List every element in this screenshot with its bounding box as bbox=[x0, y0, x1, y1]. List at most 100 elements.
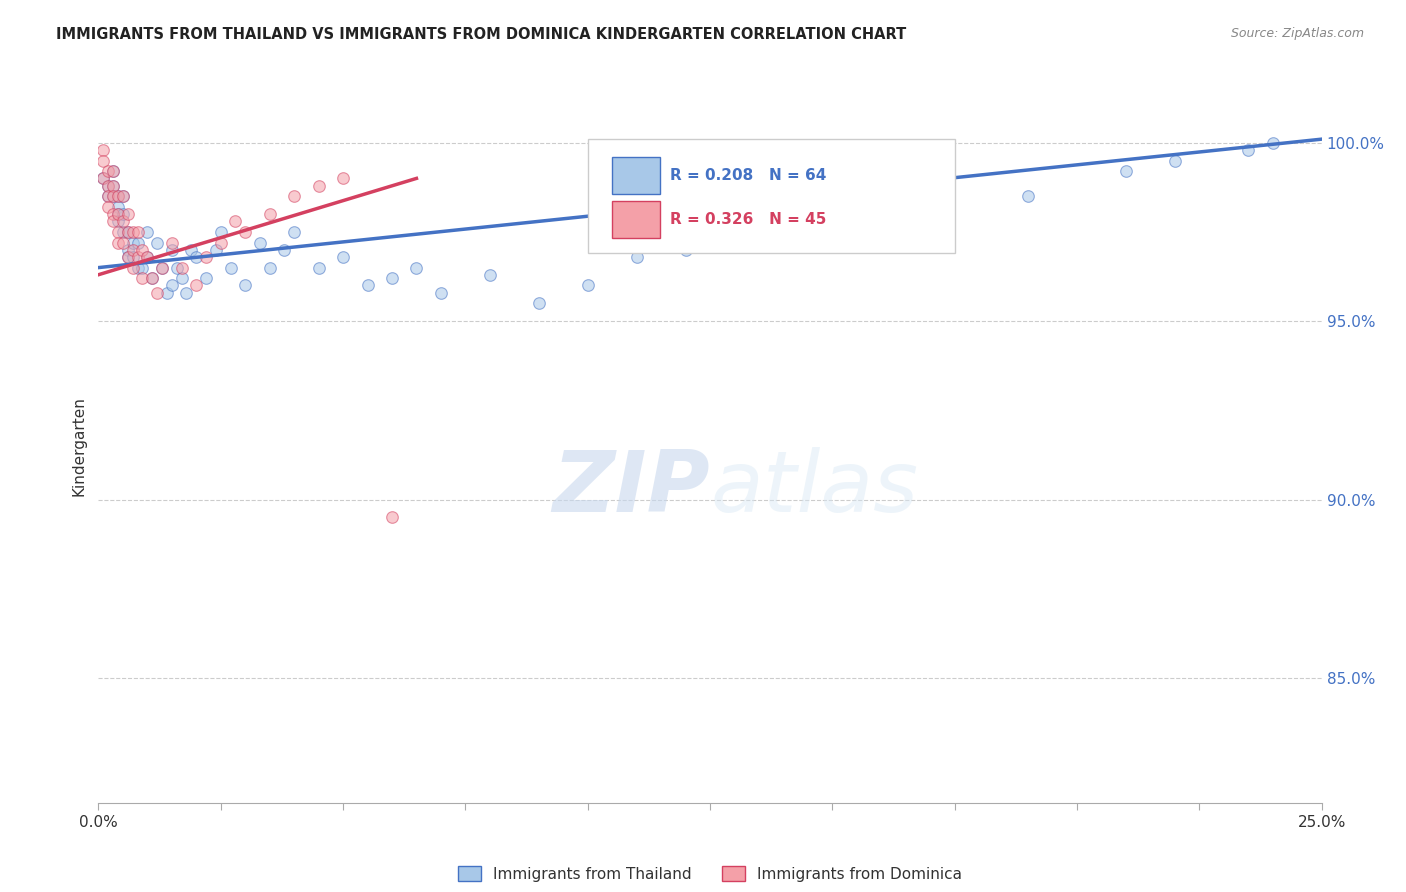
Point bbox=[870, 207, 893, 221]
Point bbox=[186, 278, 208, 293]
Point bbox=[117, 250, 139, 264]
Point bbox=[166, 260, 188, 275]
Legend: Immigrants from Thailand, Immigrants from Dominica: Immigrants from Thailand, Immigrants fro… bbox=[451, 860, 969, 888]
Point bbox=[111, 214, 134, 228]
Point bbox=[141, 271, 163, 285]
Point bbox=[131, 260, 153, 275]
Point bbox=[101, 164, 124, 178]
Point bbox=[920, 200, 942, 214]
Point bbox=[117, 225, 139, 239]
Point bbox=[97, 189, 120, 203]
Point bbox=[111, 207, 134, 221]
Text: ZIP: ZIP bbox=[553, 447, 710, 531]
Point bbox=[111, 189, 134, 203]
Point bbox=[146, 285, 169, 300]
Point bbox=[97, 178, 120, 193]
FancyBboxPatch shape bbox=[612, 202, 659, 238]
Point bbox=[107, 189, 129, 203]
Point bbox=[121, 225, 143, 239]
Point bbox=[107, 207, 129, 221]
Text: atlas: atlas bbox=[710, 447, 918, 531]
Point bbox=[576, 278, 599, 293]
Point bbox=[111, 189, 134, 203]
Point bbox=[111, 235, 134, 250]
Point bbox=[127, 250, 149, 264]
Text: Source: ZipAtlas.com: Source: ZipAtlas.com bbox=[1230, 27, 1364, 40]
Text: R = 0.326   N = 45: R = 0.326 N = 45 bbox=[669, 212, 827, 227]
Point bbox=[111, 225, 134, 239]
Point bbox=[381, 510, 404, 524]
Point bbox=[97, 178, 120, 193]
Point bbox=[405, 260, 427, 275]
Point bbox=[91, 171, 114, 186]
Point bbox=[332, 171, 354, 186]
Point bbox=[209, 225, 232, 239]
Text: R = 0.208   N = 64: R = 0.208 N = 64 bbox=[669, 168, 827, 183]
Point bbox=[209, 235, 232, 250]
Point bbox=[205, 243, 228, 257]
Point bbox=[381, 271, 404, 285]
Point bbox=[101, 189, 124, 203]
Point bbox=[127, 225, 149, 239]
Point bbox=[723, 235, 745, 250]
Point bbox=[273, 243, 295, 257]
Point bbox=[150, 260, 173, 275]
Point bbox=[186, 250, 208, 264]
Point bbox=[160, 235, 183, 250]
Point bbox=[97, 189, 120, 203]
Point bbox=[308, 178, 330, 193]
Point bbox=[1261, 136, 1284, 150]
Text: IMMIGRANTS FROM THAILAND VS IMMIGRANTS FROM DOMINICA KINDERGARTEN CORRELATION CH: IMMIGRANTS FROM THAILAND VS IMMIGRANTS F… bbox=[56, 27, 907, 42]
Point bbox=[156, 285, 179, 300]
Point bbox=[127, 260, 149, 275]
Point bbox=[117, 243, 139, 257]
FancyBboxPatch shape bbox=[588, 139, 955, 253]
Point bbox=[1115, 164, 1137, 178]
Point bbox=[136, 225, 159, 239]
Point bbox=[1017, 189, 1039, 203]
Point bbox=[478, 268, 501, 282]
Point bbox=[141, 271, 163, 285]
Point bbox=[121, 235, 143, 250]
Point bbox=[219, 260, 242, 275]
Point bbox=[127, 235, 149, 250]
Point bbox=[772, 225, 794, 239]
Point bbox=[136, 250, 159, 264]
Point bbox=[308, 260, 330, 275]
Point bbox=[121, 250, 143, 264]
Point bbox=[91, 153, 114, 168]
Point bbox=[259, 207, 281, 221]
Point bbox=[97, 200, 120, 214]
Point bbox=[1164, 153, 1187, 168]
Point bbox=[107, 200, 129, 214]
Point bbox=[176, 285, 198, 300]
Point bbox=[101, 178, 124, 193]
Point bbox=[224, 214, 246, 228]
Point bbox=[117, 250, 139, 264]
Point bbox=[117, 225, 139, 239]
Point bbox=[195, 250, 218, 264]
Point bbox=[107, 235, 129, 250]
Point bbox=[233, 225, 256, 239]
Point bbox=[160, 278, 183, 293]
Point bbox=[107, 214, 129, 228]
Point bbox=[91, 171, 114, 186]
Point bbox=[332, 250, 354, 264]
Point bbox=[259, 260, 281, 275]
Point bbox=[233, 278, 256, 293]
Point bbox=[131, 271, 153, 285]
Point bbox=[91, 143, 114, 157]
Point bbox=[121, 260, 143, 275]
Point bbox=[821, 214, 844, 228]
Point bbox=[675, 243, 697, 257]
Point bbox=[527, 296, 550, 310]
Point bbox=[430, 285, 453, 300]
Point bbox=[146, 235, 169, 250]
Point bbox=[356, 278, 378, 293]
Y-axis label: Kindergarten: Kindergarten bbox=[72, 396, 87, 496]
Point bbox=[170, 260, 193, 275]
Point bbox=[101, 214, 124, 228]
Point bbox=[249, 235, 271, 250]
Point bbox=[150, 260, 173, 275]
Point bbox=[136, 250, 159, 264]
